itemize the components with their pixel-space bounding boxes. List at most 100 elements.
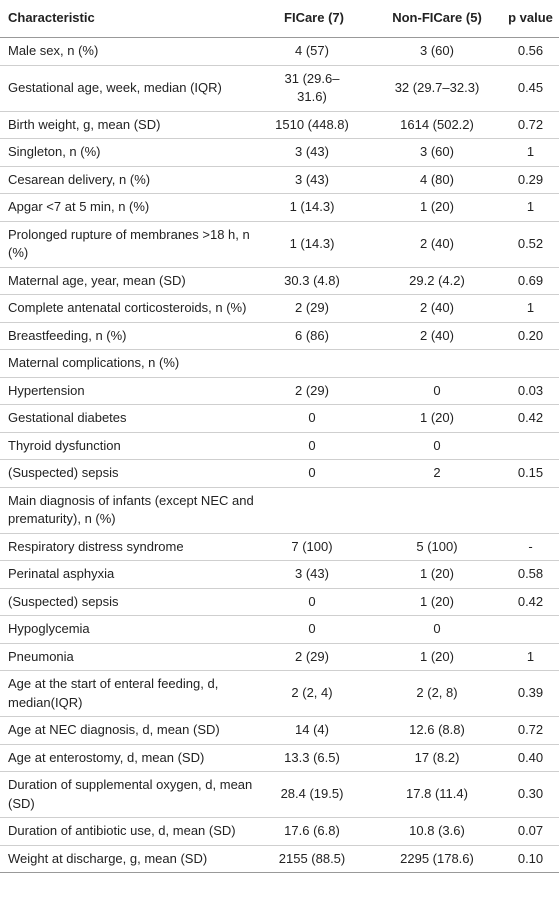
cell: 0.45 xyxy=(502,65,559,112)
cell: 31 (29.6–31.6) xyxy=(268,65,356,112)
row-label: Main diagnosis of infants (except NEC an… xyxy=(0,487,268,534)
cell: 4 (57) xyxy=(268,37,356,66)
cell: 1 xyxy=(502,193,559,222)
cell xyxy=(502,487,559,534)
table-row: Duration of antibiotic use, d, mean (SD)… xyxy=(0,817,559,846)
table-row: Age at enterostomy, d, mean (SD) 13.3 (6.… xyxy=(0,744,559,772)
cell: 0.72 xyxy=(502,716,559,745)
cell xyxy=(502,432,559,460)
row-label: (Suspected) sepsis xyxy=(0,459,268,488)
table-row: Cesarean delivery, n (%) 3 (43) 4 (80) 0.29 xyxy=(0,166,559,194)
cell: 32 (29.7–32.3) xyxy=(356,65,502,112)
cell: 7 (100) xyxy=(268,533,356,561)
table-row: (Suspected) sepsis 0 2 0.15 xyxy=(0,459,559,488)
cell: 2 (40) xyxy=(356,294,502,323)
table-row: Male sex, n (%) 4 (57) 3 (60) 0.56 xyxy=(0,37,559,66)
cell: 1 xyxy=(502,643,559,671)
cell: 2155 (88.5) xyxy=(268,845,356,873)
cell xyxy=(502,349,559,378)
row-label: Pneumonia xyxy=(0,643,268,671)
cell: 3 (60) xyxy=(356,37,502,66)
table-row: Maternal age, year, mean (SD) 30.3 (4.8) 2… xyxy=(0,267,559,295)
cell: 0.69 xyxy=(502,267,559,295)
cell: 3 (43) xyxy=(268,166,356,194)
table-row: Hypertension 2 (29) 0 0.03 xyxy=(0,377,559,405)
row-label: Male sex, n (%) xyxy=(0,37,268,66)
table-row: Prolonged rupture of membranes >18 h, n … xyxy=(0,221,559,268)
row-label: Age at NEC diagnosis, d, mean (SD) xyxy=(0,716,268,745)
row-label: Respiratory distress syndrome xyxy=(0,533,268,561)
table-row: Pneumonia 2 (29) 1 (20) 1 xyxy=(0,643,559,671)
cell: 0.20 xyxy=(502,322,559,350)
column-header: FICare (7) xyxy=(268,0,356,38)
cell: 0 xyxy=(356,432,502,460)
cell: 0.58 xyxy=(502,560,559,589)
cell: 1510 (448.8) xyxy=(268,111,356,139)
cell: 1 (20) xyxy=(356,560,502,589)
cell: 1 (14.3) xyxy=(268,193,356,222)
cell: 2 (29) xyxy=(268,294,356,323)
cell: 0.72 xyxy=(502,111,559,139)
table-row: Main diagnosis of infants (except NEC an… xyxy=(0,487,559,534)
cell: 1 (20) xyxy=(356,193,502,222)
cell: 0 xyxy=(268,588,356,616)
cell: 0 xyxy=(268,432,356,460)
cell: 2 (29) xyxy=(268,643,356,671)
header-row: Characteristic FICare (7) Non-FICare (5) p … xyxy=(0,0,559,38)
cell: 1 (14.3) xyxy=(268,221,356,268)
cell: - xyxy=(502,533,559,561)
row-label: Maternal age, year, mean (SD) xyxy=(0,267,268,295)
cell: 3 (43) xyxy=(268,138,356,167)
cell: 0 xyxy=(268,459,356,488)
cell: 1 (20) xyxy=(356,404,502,433)
cell xyxy=(268,349,356,378)
cell: 2 (40) xyxy=(356,221,502,268)
table-row: Maternal complications, n (%) xyxy=(0,349,559,378)
table-row: Singleton, n (%) 3 (43) 3 (60) 1 xyxy=(0,138,559,167)
table-row: Age at NEC diagnosis, d, mean (SD) 14 (4)… xyxy=(0,716,559,745)
cell: 1 xyxy=(502,138,559,167)
cell: 6 (86) xyxy=(268,322,356,350)
row-label: (Suspected) sepsis xyxy=(0,588,268,616)
cell: 0 xyxy=(356,377,502,405)
cell: 1 (20) xyxy=(356,643,502,671)
cell: 10.8 (3.6) xyxy=(356,817,502,846)
cell: 29.2 (4.2) xyxy=(356,267,502,295)
cell: 4 (80) xyxy=(356,166,502,194)
cell: 0.03 xyxy=(502,377,559,405)
table-row: Weight at discharge, g, mean (SD) 2155 (8… xyxy=(0,845,559,873)
row-label: Thyroid dysfunction xyxy=(0,432,268,460)
cell: 5 (100) xyxy=(356,533,502,561)
row-label: Prolonged rupture of membranes >18 h, n … xyxy=(0,221,268,268)
cell: 3 (43) xyxy=(268,560,356,589)
row-label: Singleton, n (%) xyxy=(0,138,268,167)
column-header: p value xyxy=(502,0,559,38)
cell: 14 (4) xyxy=(268,716,356,745)
cell: 0.07 xyxy=(502,817,559,846)
table-row: Thyroid dysfunction 0 0 xyxy=(0,432,559,460)
cell: 1 (20) xyxy=(356,588,502,616)
table-row: Duration of supplemental oxygen, d, mean… xyxy=(0,771,559,818)
column-header: Characteristic xyxy=(0,0,268,38)
cell: 2 (2, 4) xyxy=(268,670,356,717)
cell: 0.39 xyxy=(502,670,559,717)
cell: 13.3 (6.5) xyxy=(268,744,356,772)
cell: 1614 (502.2) xyxy=(356,111,502,139)
table-row: Gestational diabetes 0 1 (20) 0.42 xyxy=(0,404,559,433)
cell: 3 (60) xyxy=(356,138,502,167)
cell: 0 xyxy=(356,615,502,644)
row-label: Gestational age, week, median (IQR) xyxy=(0,65,268,112)
cell: 0.10 xyxy=(502,845,559,873)
cell: 2 xyxy=(356,459,502,488)
cell: 2 (2, 8) xyxy=(356,670,502,717)
row-label: Breastfeeding, n (%) xyxy=(0,322,268,350)
table-row: Age at the start of enteral feeding, d, … xyxy=(0,670,559,717)
table-row: Gestational age, week, median (IQR) 31 (2… xyxy=(0,65,559,112)
cell: 2 (29) xyxy=(268,377,356,405)
cell: 0 xyxy=(268,404,356,433)
table-row: Perinatal asphyxia 3 (43) 1 (20) 0.58 xyxy=(0,560,559,589)
cell: 0 xyxy=(268,615,356,644)
row-label: Age at enterostomy, d, mean (SD) xyxy=(0,744,268,772)
row-label: Gestational diabetes xyxy=(0,404,268,433)
